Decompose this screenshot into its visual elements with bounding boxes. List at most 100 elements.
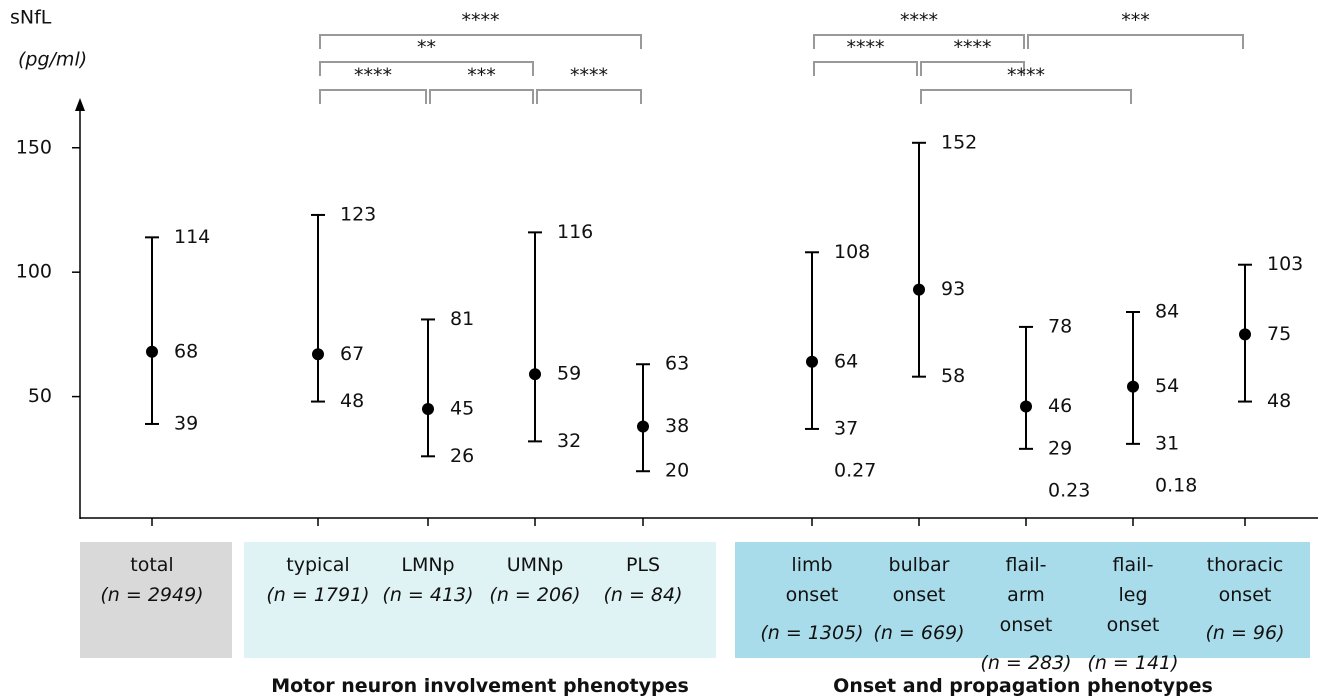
lower-label: 37	[834, 417, 858, 439]
median-dot	[913, 283, 925, 296]
bracket-label: **	[417, 37, 436, 59]
category-cell: total (n = 2949)	[92, 550, 212, 610]
category-label-wrap: flail-leg onset	[1073, 550, 1193, 640]
lower-label: 39	[174, 412, 198, 434]
n-label: (n = 96)	[1205, 622, 1285, 644]
median-label: 38	[665, 415, 689, 437]
median-dot	[1020, 400, 1032, 413]
y-axis-arrow	[75, 98, 85, 111]
median-label: 68	[174, 340, 198, 362]
lower-label: 20	[665, 460, 689, 482]
category-label-wrap: flail-arm onset	[966, 550, 1086, 640]
bracket	[429, 89, 534, 104]
bracket	[536, 89, 642, 104]
median-label: 54	[1155, 375, 1179, 397]
upper-label: 152	[941, 131, 977, 153]
y-tick-label: 100	[16, 261, 52, 283]
annotation: 0.27	[834, 459, 876, 481]
bracket	[920, 61, 1025, 76]
bracket-label: ****	[847, 37, 885, 59]
group-box	[244, 542, 716, 658]
category-cell: flail-leg onset (n = 141)	[1073, 550, 1193, 678]
category-label-wrap: typical	[258, 550, 378, 580]
lower-label: 58	[941, 365, 965, 387]
lower-label: 48	[340, 390, 364, 412]
median-label: 59	[557, 363, 581, 385]
category-cell: thoracic onset (n = 96)	[1185, 550, 1305, 648]
median-label: 46	[1048, 395, 1072, 417]
bracket-label: ****	[354, 65, 392, 87]
category-cell: bulbar onset (n = 669)	[859, 550, 979, 648]
median-dot	[422, 403, 434, 416]
upper-label: 116	[557, 221, 593, 243]
lower-label: 48	[1267, 390, 1291, 412]
upper-label: 78	[1048, 315, 1072, 337]
category-cell: limb onset (n = 1305)	[752, 550, 872, 648]
lower-label: 31	[1155, 432, 1179, 454]
median-dot	[637, 420, 649, 433]
upper-label: 63	[665, 353, 689, 375]
n-label: (n = 206)	[489, 584, 581, 606]
category-label-wrap: bulbar onset	[859, 550, 979, 610]
bracket-label: ****	[954, 37, 992, 59]
y-axis-unit: (pg/ml)	[18, 49, 87, 71]
group-label: Onset and propagation phenotypes	[833, 675, 1213, 697]
category-label: UMNp	[506, 554, 564, 576]
n-label: (n = 84)	[603, 584, 683, 606]
n-label: (n = 1791)	[266, 584, 370, 606]
category-cell: typical (n = 1791)	[258, 550, 378, 610]
median-dot	[529, 368, 541, 381]
bracket-label: ***	[467, 65, 496, 87]
median-label: 45	[450, 398, 474, 420]
category-label: limb onset	[785, 554, 839, 606]
bracket	[920, 89, 1132, 104]
category-label: PLS	[625, 554, 661, 576]
upper-label: 81	[450, 308, 474, 330]
bracket	[319, 61, 534, 76]
category-label-wrap: LMNp	[368, 550, 488, 580]
upper-label: 103	[1267, 253, 1303, 275]
median-label: 75	[1267, 323, 1291, 345]
upper-label: 84	[1155, 300, 1179, 322]
y-axis-label: sNfL	[10, 7, 52, 29]
category-cell: UMNp (n = 206)	[475, 550, 595, 610]
category-label: flail-arm onset	[999, 554, 1053, 636]
bracket-label: ****	[462, 10, 500, 32]
lower-label: 32	[557, 430, 581, 452]
category-label-wrap: PLS	[583, 550, 703, 580]
n-label: (n = 141)	[1087, 652, 1179, 674]
bracket	[319, 89, 427, 104]
category-label: total	[130, 554, 174, 576]
y-tick-label: 50	[28, 385, 52, 407]
category-cell: LMNp (n = 413)	[368, 550, 488, 610]
category-label-wrap: limb onset	[752, 550, 872, 610]
upper-label: 123	[340, 203, 376, 225]
bracket-label: ****	[570, 65, 608, 87]
category-label-wrap: thoracic onset	[1185, 550, 1305, 610]
category-label: LMNp	[401, 554, 455, 576]
upper-label: 108	[834, 241, 870, 263]
category-label: flail-leg onset	[1106, 554, 1160, 636]
group-box	[80, 542, 232, 658]
annotation: 0.23	[1048, 479, 1090, 501]
category-label: thoracic onset	[1206, 554, 1284, 606]
median-dot	[1239, 328, 1251, 341]
n-label: (n = 283)	[980, 652, 1072, 674]
category-label: bulbar onset	[888, 554, 950, 606]
n-label: (n = 1305)	[760, 622, 864, 644]
median-dot	[1127, 380, 1139, 393]
n-label: (n = 2949)	[100, 584, 204, 606]
median-label: 64	[834, 350, 858, 372]
bracket-label: ****	[900, 10, 938, 32]
bracket	[319, 34, 642, 49]
median-dot	[146, 345, 158, 358]
category-cell: flail-arm onset (n = 283)	[966, 550, 1086, 678]
group-label: Motor neuron involvement phenotypes	[271, 675, 689, 697]
median-label: 93	[941, 278, 965, 300]
n-label: (n = 669)	[873, 622, 965, 644]
category-label: typical	[286, 554, 350, 576]
median-dot	[806, 355, 818, 368]
bracket	[813, 34, 1025, 49]
